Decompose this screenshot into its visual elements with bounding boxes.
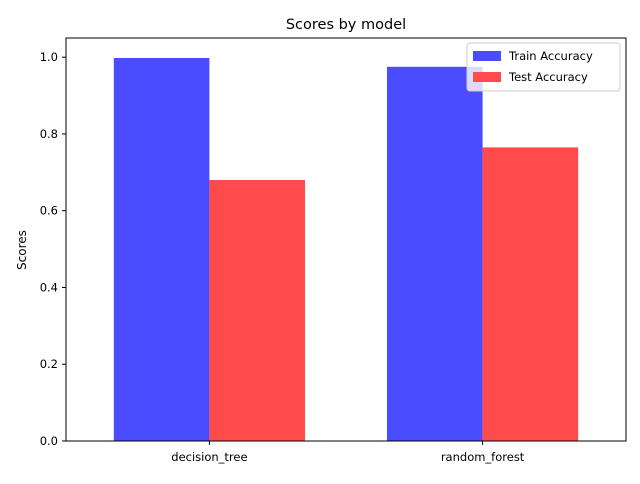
legend: Train Accuracy Test Accuracy (466, 42, 621, 92)
bars-layer (113, 57, 579, 442)
y-axis-label: Scores (15, 230, 29, 270)
bar-test-accuracy-decision_tree (209, 180, 306, 441)
y-tick-label: 0.8 (40, 127, 58, 141)
bar-train-accuracy-decision_tree (113, 57, 210, 441)
y-tick-label: 0.2 (40, 357, 58, 371)
legend-box (466, 42, 621, 92)
chart-title: Scores by model (286, 17, 406, 33)
y-tick-label: 0.4 (40, 280, 58, 294)
legend-swatch (473, 51, 501, 61)
bar-test-accuracy-random_forest (482, 147, 579, 441)
legend-label: Train Accuracy (508, 49, 593, 63)
x-tick-label: decision_tree (171, 450, 247, 464)
legend-label: Test Accuracy (508, 70, 588, 84)
y-tick-label: 0.0 (40, 434, 58, 448)
legend-swatch (473, 72, 501, 82)
bar-train-accuracy-random_forest (386, 66, 483, 442)
x-tick-label: random_forest (441, 450, 525, 464)
axes-frame (65, 37, 627, 442)
axes-layer: 0.0 0.2 0.4 0.6 0.8 1.0 decision_tree random_fo… (40, 37, 627, 464)
y-tick-label: 0.6 (40, 204, 58, 218)
y-tick-label: 1.0 (40, 50, 58, 64)
